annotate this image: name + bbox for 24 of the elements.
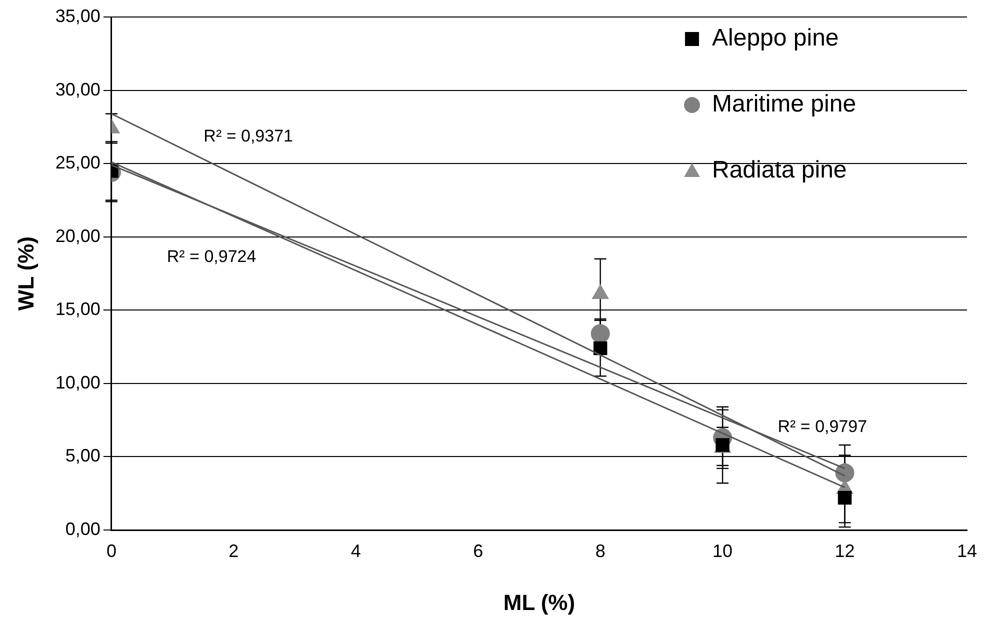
annotation: R² = 0,9371 (204, 126, 293, 146)
y-axis-title: WL (%) (13, 236, 38, 311)
annotation: R² = 0,9797 (778, 417, 868, 436)
x-tick-label: 8 (595, 540, 606, 561)
x-axis-title: ML (%) (503, 590, 576, 615)
legend-label: Aleppo pine (712, 24, 839, 52)
x-tick-label: 6 (473, 540, 484, 561)
y-tick-label: 30,00 (55, 79, 100, 100)
x-tick-label: 10 (712, 540, 733, 561)
y-tick-label: 15,00 (55, 299, 100, 320)
legend-label: Maritime pine (712, 90, 856, 118)
y-tick-label: 35,00 (55, 6, 100, 26)
y-tick-label: 0,00 (65, 518, 100, 539)
y-tick-label: 25,00 (55, 152, 100, 173)
x-tick-label: 12 (834, 540, 855, 561)
x-tick-label: 4 (350, 540, 361, 561)
x-tick-label: 2 (228, 540, 239, 561)
x-tick-label: 0 (106, 540, 116, 561)
x-tick-label: 14 (956, 540, 978, 561)
y-tick-label: 20,00 (55, 226, 100, 246)
annotation: R² = 0,9724 (166, 246, 256, 266)
y-tick-label: 5,00 (65, 446, 100, 466)
y-tick-label: 10,00 (55, 372, 100, 392)
legend-label: Radiata pine (712, 156, 847, 184)
